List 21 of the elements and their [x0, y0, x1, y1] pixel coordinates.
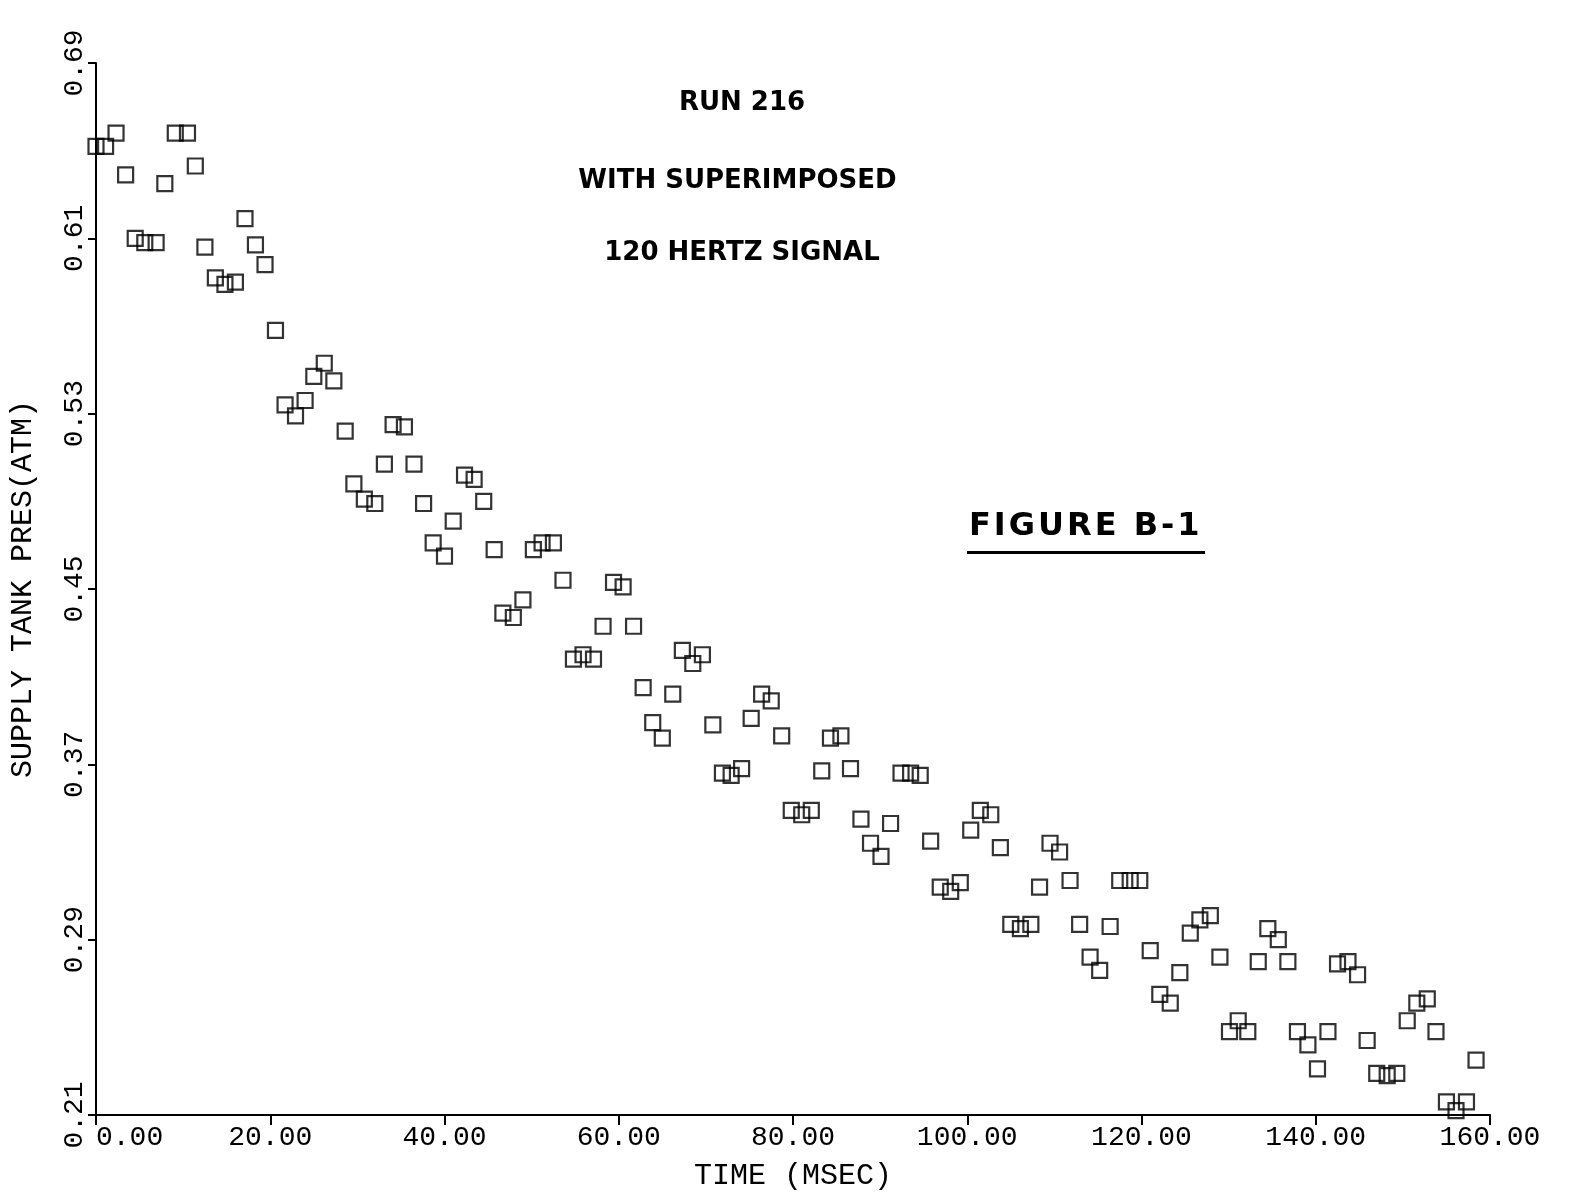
y-tick-label: 0.29	[58, 906, 90, 974]
x-tick-label: 0.00	[96, 1121, 164, 1153]
x-tick-label: 80.00	[750, 1121, 836, 1153]
y-tick-label: 0.53	[58, 380, 90, 448]
y-tick-label: 0.45	[58, 555, 90, 623]
x-tick-label: 160.00	[1439, 1121, 1541, 1153]
text: WITH SUPERIMPOSED 120 HERTZ SIGNAL	[578, 164, 897, 266]
text: RUN 216	[678, 86, 806, 116]
y-tick-label: 0.37	[58, 730, 90, 798]
y-tick-label: 0.69	[58, 29, 90, 97]
x-tick-label: 20.00	[228, 1121, 313, 1153]
x-tick-label: 140.00	[1265, 1121, 1367, 1153]
x-tick-label: 120.00	[1091, 1121, 1192, 1153]
y-axis-title: SUPPLY TANK PRES(ATM)	[6, 399, 40, 779]
y-tick-label: 0.61	[58, 204, 90, 272]
x-tick-label: 40.00	[402, 1121, 487, 1153]
x-axis-title: TIME (MSEC)	[693, 1159, 893, 1193]
y-tick-label: 0.21	[58, 1081, 90, 1149]
annotation: FIGURE B-1	[967, 505, 1205, 554]
x-tick-label: 100.00	[916, 1121, 1018, 1153]
x-tick-label: 60.00	[576, 1121, 661, 1153]
